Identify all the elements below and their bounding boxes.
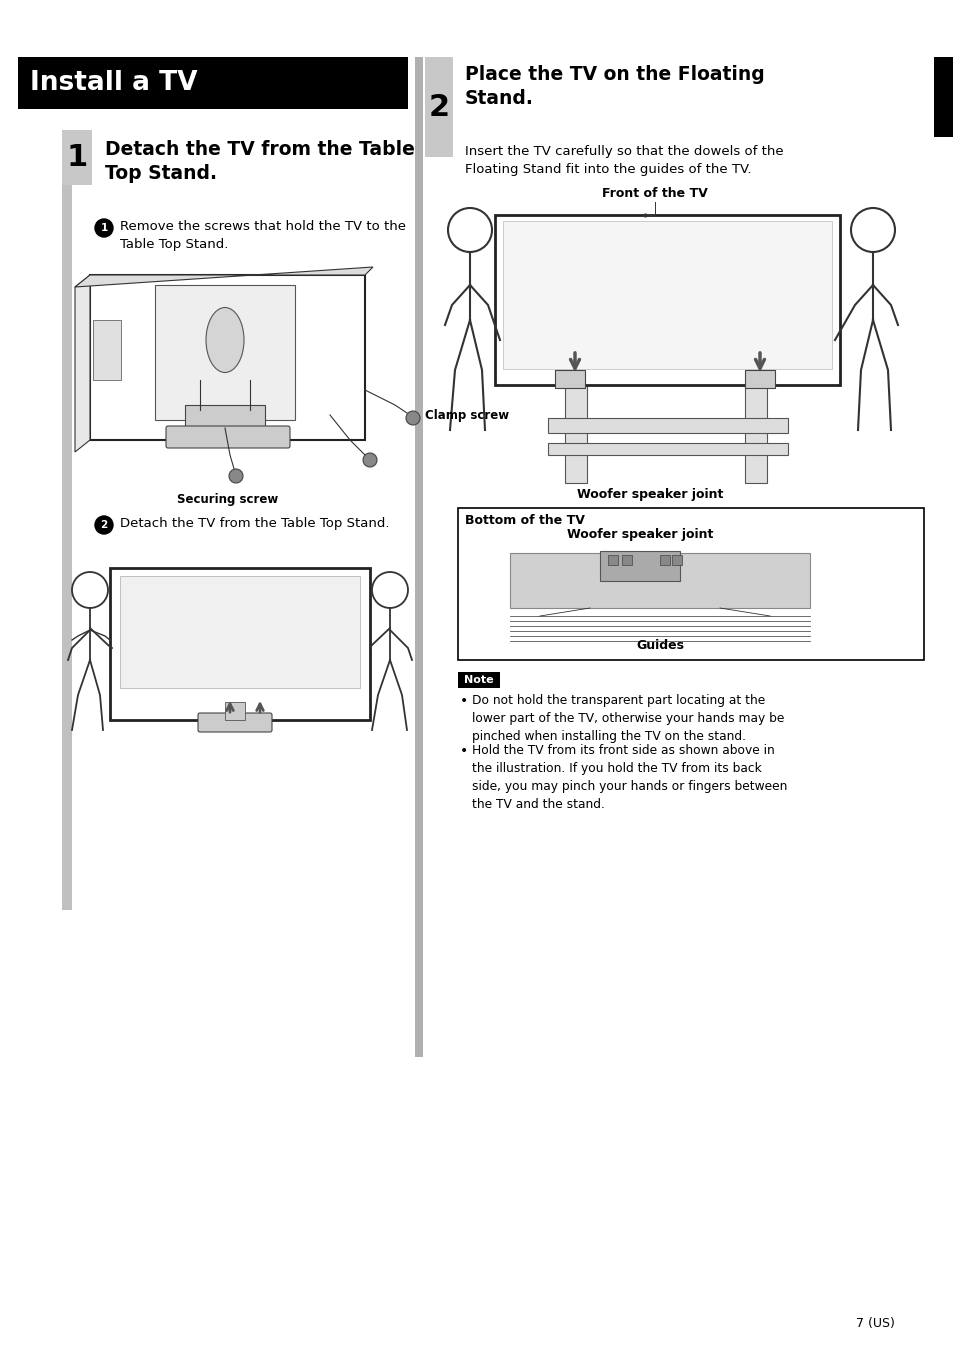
Bar [424, 57, 453, 157]
Text: 2: 2 [100, 520, 108, 530]
Bar [92, 320, 121, 380]
Bar [599, 551, 679, 581]
Ellipse shape [206, 308, 244, 373]
Bar [120, 576, 359, 688]
Text: Note: Note [464, 676, 494, 685]
Text: •: • [459, 744, 468, 758]
Text: Front of the TV: Front of the TV [601, 186, 707, 200]
Circle shape [95, 516, 112, 534]
Bar [744, 370, 774, 388]
Text: Woofer speaker joint: Woofer speaker joint [566, 528, 713, 540]
Bar [744, 382, 766, 484]
Bar [555, 370, 584, 388]
Text: Remove the screws that hold the TV to the
Table Top Stand.: Remove the screws that hold the TV to th… [120, 220, 406, 251]
Bar [502, 222, 831, 369]
Bar [457, 671, 499, 688]
Text: Detach the TV from the Table
Top Stand.: Detach the TV from the Table Top Stand. [105, 141, 415, 184]
Polygon shape [75, 267, 373, 286]
FancyBboxPatch shape [198, 713, 272, 732]
Circle shape [406, 411, 419, 426]
Bar [110, 567, 370, 720]
Text: Clamp screw: Clamp screw [424, 408, 509, 422]
Bar [547, 417, 787, 434]
Text: 1: 1 [67, 142, 88, 172]
Bar [62, 130, 91, 185]
Bar [185, 405, 265, 430]
Text: Insert the TV carefully so that the dowels of the
Floating Stand fit into the gu: Insert the TV carefully so that the dowe… [464, 145, 782, 176]
Text: Hold the TV from its front side as shown above in
the illustration. If you hold : Hold the TV from its front side as shown… [472, 744, 786, 811]
Bar [933, 57, 953, 136]
Bar [607, 555, 618, 565]
Text: 1: 1 [100, 223, 108, 232]
Bar [671, 555, 681, 565]
Text: 2: 2 [428, 92, 449, 122]
Polygon shape [75, 276, 90, 453]
Bar [510, 553, 809, 608]
Text: Bottom of the TV: Bottom of the TV [464, 513, 584, 527]
Bar [547, 443, 787, 455]
Bar [225, 703, 245, 720]
Bar [621, 555, 631, 565]
Bar [564, 382, 586, 484]
Text: Do not hold the transparent part locating at the
lower part of the TV, otherwise: Do not hold the transparent part locatin… [472, 694, 783, 743]
Text: Securing screw: Securing screw [177, 493, 278, 507]
Text: Install a TV: Install a TV [30, 70, 197, 96]
Text: Woofer speaker joint: Woofer speaker joint [577, 488, 722, 501]
Bar [90, 276, 365, 440]
Bar [415, 57, 422, 1056]
Bar [659, 555, 669, 565]
Text: •: • [459, 694, 468, 708]
FancyBboxPatch shape [166, 426, 290, 449]
Bar [495, 215, 840, 385]
Text: Detach the TV from the Table Top Stand.: Detach the TV from the Table Top Stand. [120, 517, 389, 530]
Text: Guides: Guides [636, 639, 683, 653]
Text: Place the TV on the Floating
Stand.: Place the TV on the Floating Stand. [464, 65, 764, 108]
Circle shape [229, 469, 243, 484]
Text: 7 (US): 7 (US) [855, 1317, 894, 1329]
Bar [154, 285, 294, 420]
Bar [62, 130, 71, 911]
Circle shape [95, 219, 112, 236]
Bar [457, 508, 923, 661]
Circle shape [363, 453, 376, 467]
Bar [18, 57, 408, 109]
